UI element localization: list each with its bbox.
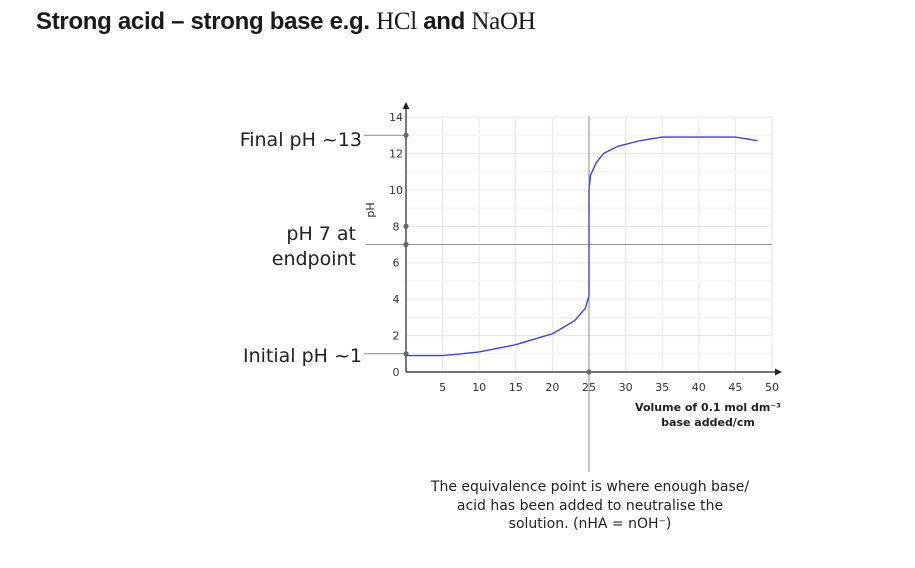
- x-axis-arrow: [775, 368, 782, 376]
- x-tick-label: 10: [472, 381, 486, 394]
- endpoint-ph-label-line2: endpoint: [272, 248, 356, 270]
- tick-labels: 0 2 4 6 8 10 12 14 5 10 15 20 25 30 35 40 45 50: [389, 111, 779, 394]
- y-tick-label: 14: [389, 111, 403, 124]
- y-axis-arrow: [402, 102, 410, 109]
- note-line-3: solution. (nHA = nOH⁻): [508, 516, 672, 532]
- y-tick-label: 10: [389, 184, 403, 197]
- x-tick-label: 30: [619, 381, 633, 394]
- x-axis-label-line1: Volume of 0.1 mol dm⁻³: [635, 401, 781, 414]
- title-acid: HCl: [376, 8, 417, 35]
- title-mid: and: [416, 8, 472, 35]
- initial-ph-label: Initial pH ~1: [243, 345, 362, 367]
- x-tick-label: 50: [765, 381, 779, 394]
- note-line-2: acid has been added to neutralise the: [456, 497, 724, 514]
- series: [405, 136, 758, 357]
- x-tick-label: 20: [545, 381, 559, 394]
- y-axis-marker: [403, 241, 409, 248]
- y-tick-label: 4: [393, 293, 400, 306]
- endpoint-ph-label-line1: pH 7 at: [286, 223, 356, 245]
- y-tick-label: 2: [393, 330, 400, 343]
- y-axis-marker: [403, 132, 409, 138]
- x-tick-label: 40: [692, 381, 706, 394]
- title-prefix: Strong acid – strong base e.g.: [36, 8, 377, 35]
- equivalence-note: The equivalence point is where enough ba…: [420, 478, 760, 534]
- x-tick-label: 25: [582, 381, 596, 394]
- page-title: Strong acid – strong base e.g. HCl and N…: [36, 8, 536, 36]
- final-ph-label: Final pH ~13: [240, 129, 362, 151]
- x-tick-label: 45: [728, 381, 742, 394]
- x-tick-label: 15: [509, 381, 523, 394]
- y-tick-label: 8: [393, 220, 400, 233]
- x-tick-label: 5: [439, 381, 446, 394]
- y-tick-label: 6: [393, 257, 400, 270]
- equivalence-marker: [586, 369, 592, 375]
- axes: [402, 102, 782, 376]
- title-base: NaOH: [471, 8, 536, 35]
- note-line-1: The equivalence point is where enough ba…: [430, 479, 750, 495]
- y-tick-label: 0: [393, 366, 400, 379]
- y-tick-label: 12: [389, 147, 403, 160]
- titration-curve: [405, 136, 758, 357]
- y-axis-marker: [403, 223, 409, 229]
- y-axis-label: pH: [364, 202, 377, 217]
- x-axis-label-line2: base added/cm: [661, 416, 755, 429]
- x-tick-label: 35: [655, 381, 669, 394]
